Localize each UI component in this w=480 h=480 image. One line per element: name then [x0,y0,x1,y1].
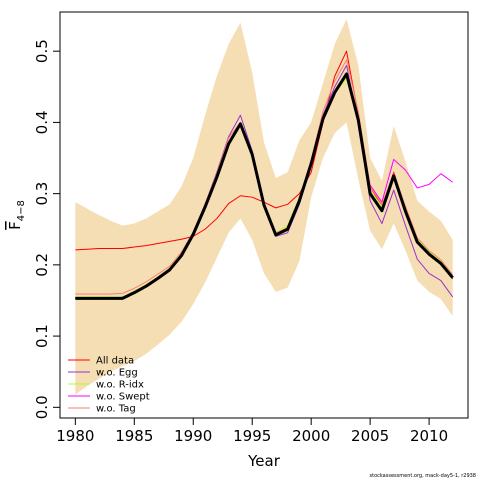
x-tick-label: 2000 [292,427,330,445]
y-tick-label: 0.1 [33,324,51,348]
y-tick-label: 0.4 [33,110,51,134]
x-tick-label: 2005 [351,427,389,445]
legend-label: w.o. Swept [96,392,150,403]
legend-label: w.o. Tag [96,404,136,415]
x-tick-label: 1980 [56,427,94,445]
x-tick-label: 1995 [233,427,271,445]
series-line-base [75,72,454,300]
legend-label: w.o. R-idx [96,380,144,391]
legend-label: w.o. Egg [96,368,138,379]
x-tick-label: 1990 [174,427,212,445]
svg-text:F4−8: F4−8 [6,200,27,230]
x-tick-label: 2010 [410,427,448,445]
y-tick-label: 0.0 [33,395,51,419]
y-tick-label: 0.5 [33,39,51,63]
y-axis-title-main: F [6,221,24,230]
x-tick-label: 1985 [115,427,153,445]
y-axis-title: F4−8 [6,200,27,230]
footnote: stockassessment.org, mack-day5-1, r2938 [370,473,477,479]
legend-label: All data [96,356,134,367]
y-tick-label: 0.2 [33,253,51,277]
y-tick-label: 0.3 [33,182,51,206]
y-axis-title-subscript: 4−8 [16,200,27,221]
x-axis-title: Year [247,452,281,470]
